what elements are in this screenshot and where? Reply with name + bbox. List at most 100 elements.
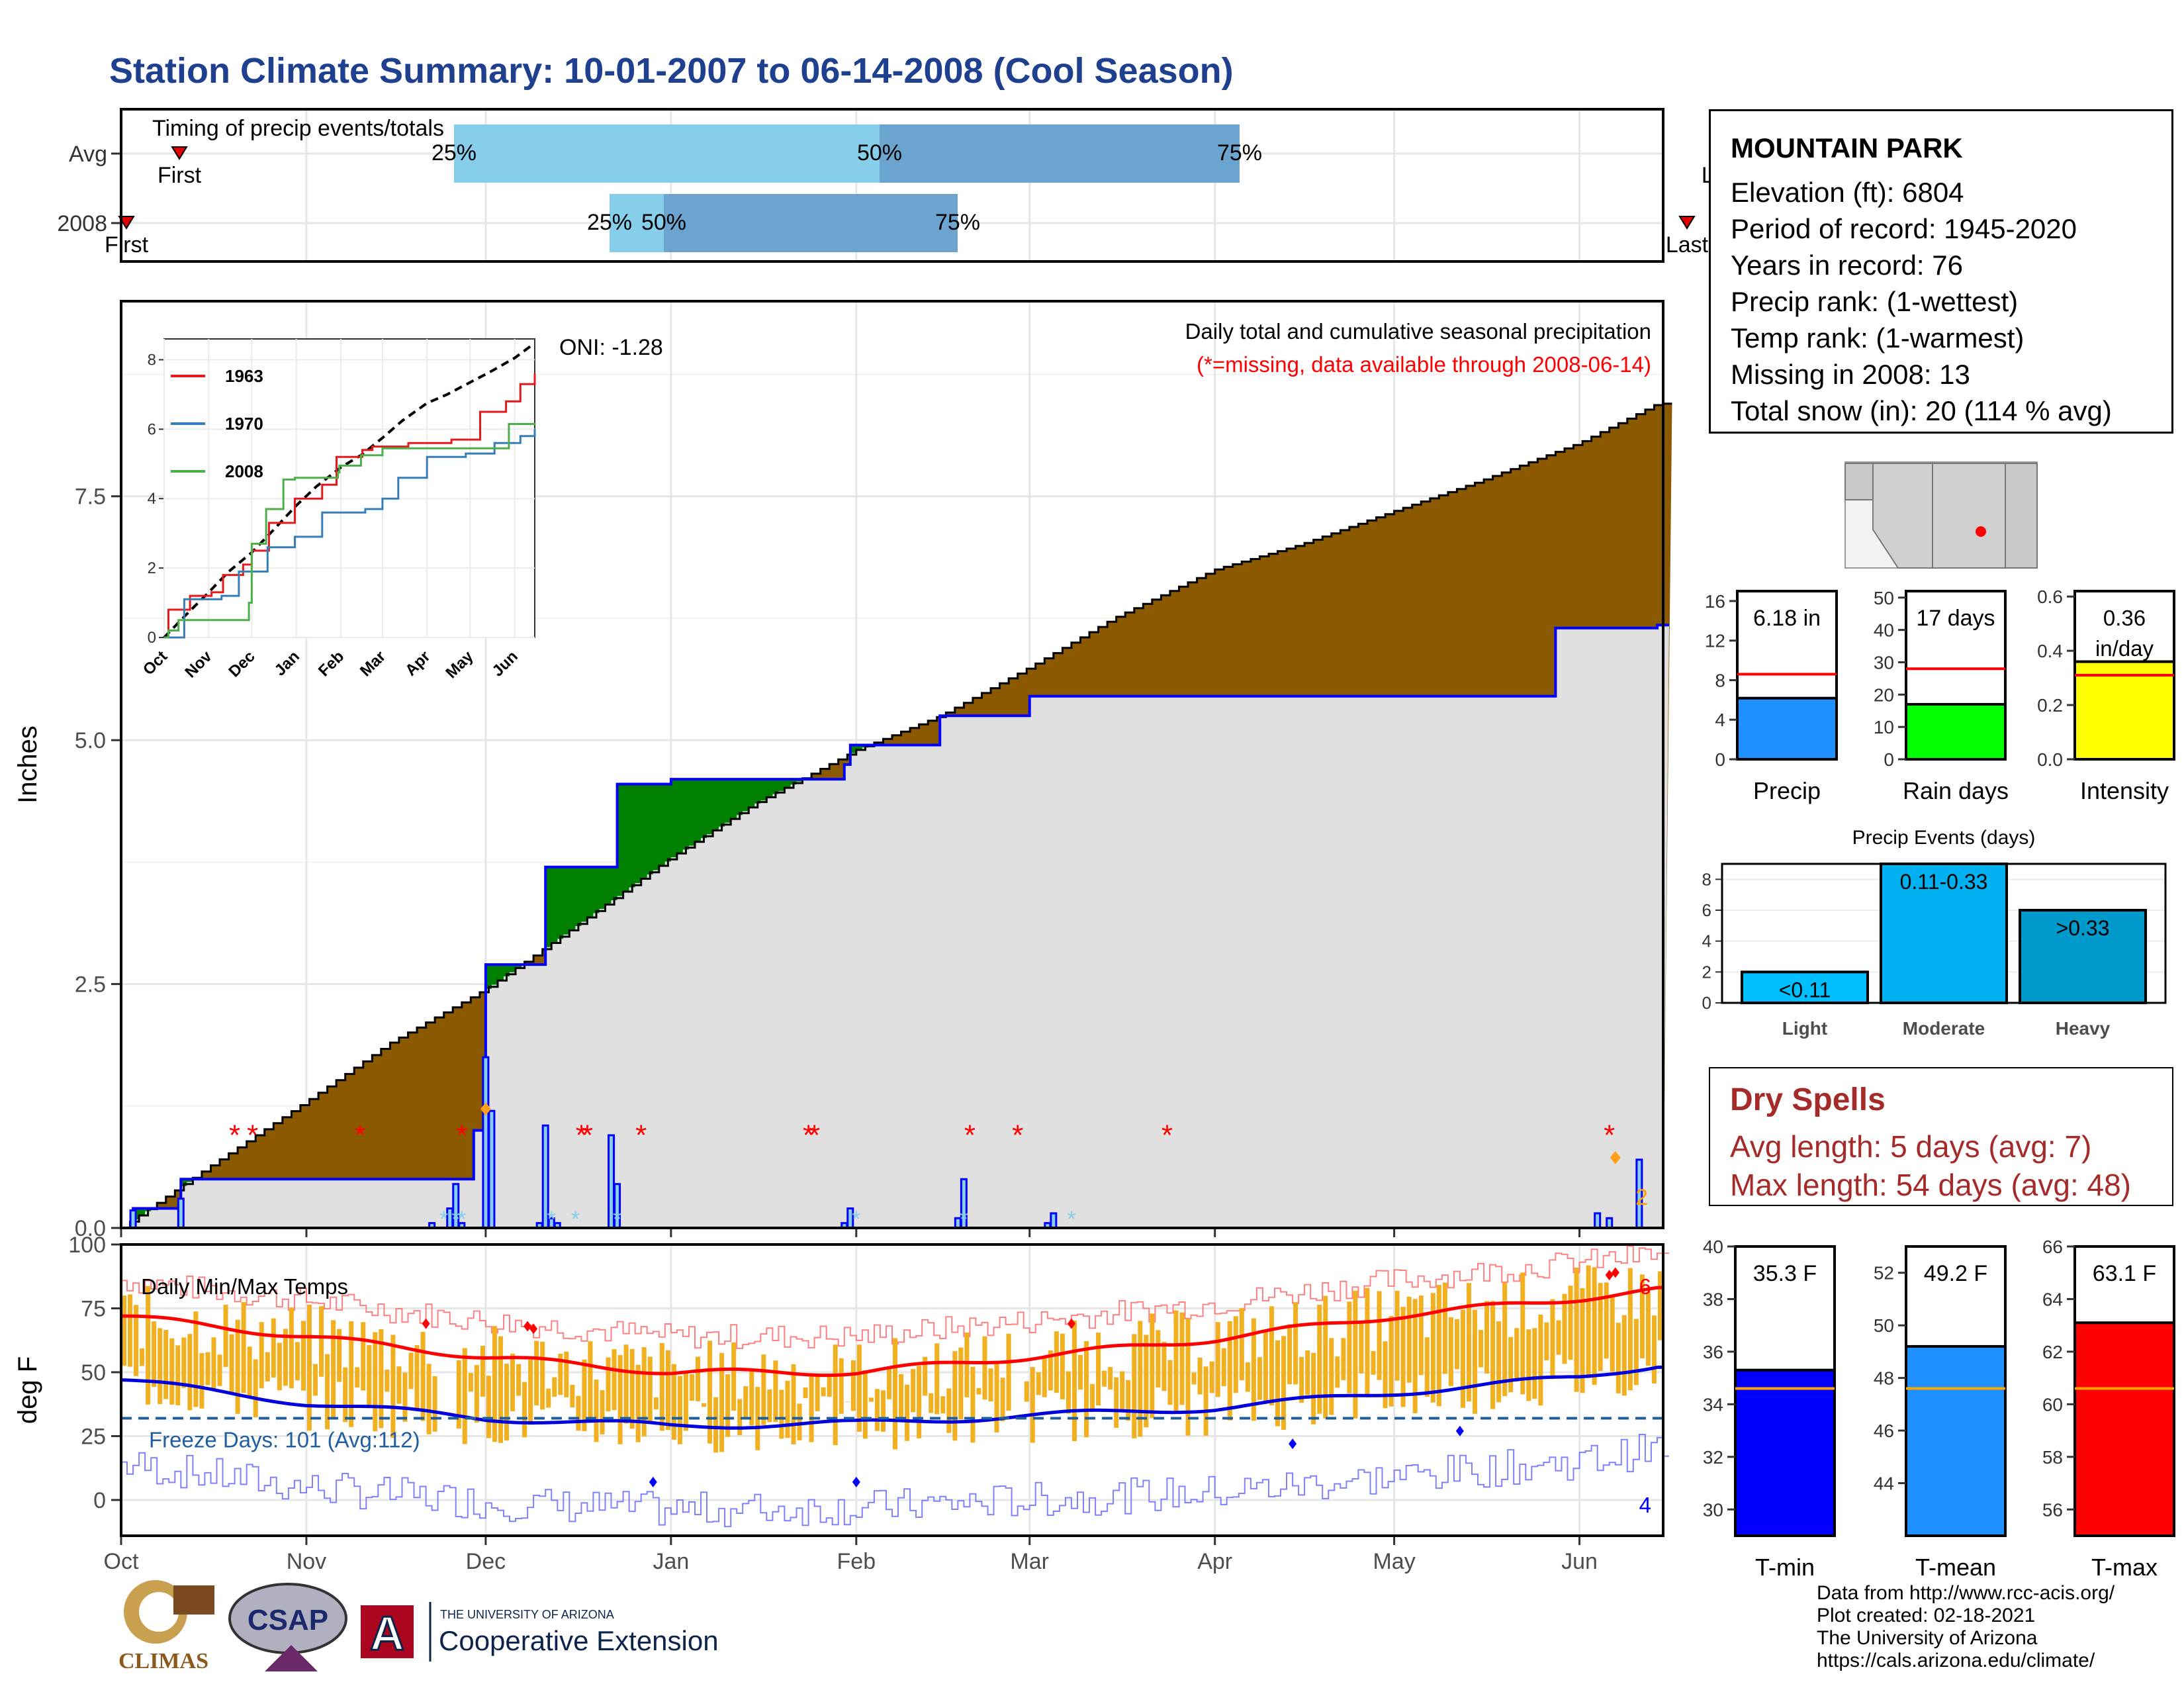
temp-ylabel: deg F (13, 1356, 42, 1424)
daily-temp-bar (1604, 1282, 1609, 1359)
daily-temp-bar (241, 1301, 246, 1393)
daily-precip-bar (129, 1209, 137, 1229)
daily-temp-bar (1227, 1321, 1232, 1421)
events-ytick-label: 6 (1702, 900, 1711, 920)
tmax-label: T-max (2091, 1554, 2158, 1581)
daily-temp-bar (946, 1388, 952, 1433)
daily-temp-bar (373, 1332, 378, 1432)
daily-temp-bar (1203, 1366, 1208, 1436)
timing-p50: 50% (857, 140, 902, 165)
daily-temp-bar (1126, 1380, 1131, 1421)
map-california (1844, 463, 1874, 500)
raindays-ytick-label: 50 (1874, 588, 1894, 608)
precip-caption: Daily total and cumulative seasonal prec… (1185, 319, 1651, 344)
raindays-value: 17 days (1916, 606, 1995, 631)
daily-temp-bar (306, 1304, 312, 1431)
intensity-ytick-label: 0.4 (2037, 641, 2063, 661)
daily-temp-bar (1556, 1320, 1561, 1355)
daily-temp-bar (773, 1360, 778, 1423)
daily-temp-bar (899, 1374, 904, 1419)
daily-temp-bar (1406, 1296, 1412, 1383)
daily-temp-bar (940, 1396, 946, 1414)
daily-temp-bar (1036, 1372, 1041, 1395)
record-high-marker (422, 1318, 430, 1329)
record-high-count: 6 (1639, 1274, 1651, 1299)
month-label: Jun (1561, 1549, 1598, 1574)
daily-temp-bar (259, 1322, 264, 1389)
daily-temp-bar (731, 1342, 737, 1411)
tmean-ytick-label: 48 (1874, 1368, 1894, 1389)
daily-temp-bar (175, 1345, 181, 1405)
tmax-ytick-label: 60 (2042, 1394, 2063, 1415)
daily-temp-bar (1454, 1319, 1459, 1370)
temp-ytick-label: 25 (81, 1424, 106, 1449)
ua-logo-block (361, 1605, 414, 1658)
daily-temp-bar (229, 1334, 234, 1393)
daily-temp-bar (1185, 1319, 1191, 1436)
daily-temp-bar (1544, 1322, 1549, 1360)
daily-temp-bar (337, 1329, 342, 1382)
daily-temp-bar (1627, 1268, 1633, 1391)
daily-temp-bar (1418, 1295, 1424, 1376)
events-title: Precip Events (days) (1852, 827, 2036, 849)
inset-1963-line (164, 373, 536, 639)
raindays-ytick-label: 40 (1874, 620, 1894, 641)
temp-ytick-label: 50 (81, 1360, 106, 1385)
daily-temp-bar (677, 1376, 682, 1444)
month-label: Oct (104, 1549, 139, 1574)
intensity-label: Intensity (2080, 777, 2169, 804)
daily-temp-bar (355, 1367, 360, 1388)
snow-star: * (571, 1207, 580, 1232)
daily-temp-bar (426, 1364, 432, 1434)
daily-temp-bar (582, 1359, 587, 1432)
precip-ytick-label: 12 (1705, 631, 1725, 651)
daily-temp-bar (564, 1351, 569, 1397)
daily-temp-bar (1090, 1383, 1095, 1409)
tmin-ytick-label: 30 (1703, 1499, 1723, 1520)
temp-ytick-label: 75 (81, 1296, 106, 1321)
record-low-marker (1455, 1425, 1464, 1436)
map-new-mexico (1932, 463, 2006, 569)
daily-temp-bar (1120, 1371, 1125, 1412)
daily-temp-bar (558, 1354, 563, 1395)
snow-star: * (547, 1207, 556, 1232)
missing-asterisk: * (803, 1119, 814, 1152)
daily-temp-bar (295, 1342, 300, 1381)
daily-temp-bar (1317, 1304, 1322, 1414)
daily-temp-bar (821, 1387, 826, 1397)
timing-p25: 25% (432, 140, 477, 165)
daily-temp-bar (546, 1388, 551, 1408)
first-marker (171, 146, 188, 160)
daily-temp-bar (827, 1374, 832, 1397)
map-texas (2005, 463, 2038, 569)
daily-temp-bar (1442, 1282, 1447, 1374)
inset-ytick-label: 8 (148, 351, 156, 369)
daily-temp-bar (140, 1348, 145, 1366)
tmean-label: T-mean (1915, 1554, 1996, 1581)
record-high-marker (1067, 1318, 1075, 1329)
daily-temp-bar (361, 1322, 366, 1391)
events-ytick-label: 0 (1702, 993, 1711, 1013)
daily-temp-bar (976, 1387, 981, 1395)
avg-min-line (120, 1365, 1664, 1430)
intensity-bar (2073, 660, 2175, 761)
daily-temp-bar (223, 1304, 228, 1368)
daily-temp-bar (886, 1368, 891, 1399)
events-bar (2019, 909, 2147, 1004)
tmax-ytick-label: 56 (2042, 1499, 2063, 1520)
daily-temp-bar (289, 1307, 294, 1389)
daily-temp-bar (1066, 1371, 1071, 1414)
daily-temp-bar (1388, 1316, 1394, 1407)
missing-asterisk: * (229, 1119, 240, 1152)
page-title: Station Climate Summary: 10-01-2007 to 0… (109, 51, 1234, 91)
daily-temp-bar (1448, 1317, 1453, 1386)
record-high-marker (1611, 1267, 1619, 1278)
daily-temp-bar (707, 1340, 713, 1444)
daily-temp-bar (1394, 1290, 1400, 1381)
daily-temp-bar (474, 1365, 479, 1423)
daily-temp-bar (163, 1330, 169, 1399)
precip-ylabel: Inches (13, 726, 42, 804)
daily-temp-bar (271, 1318, 276, 1378)
missing-asterisk: * (1012, 1119, 1023, 1152)
